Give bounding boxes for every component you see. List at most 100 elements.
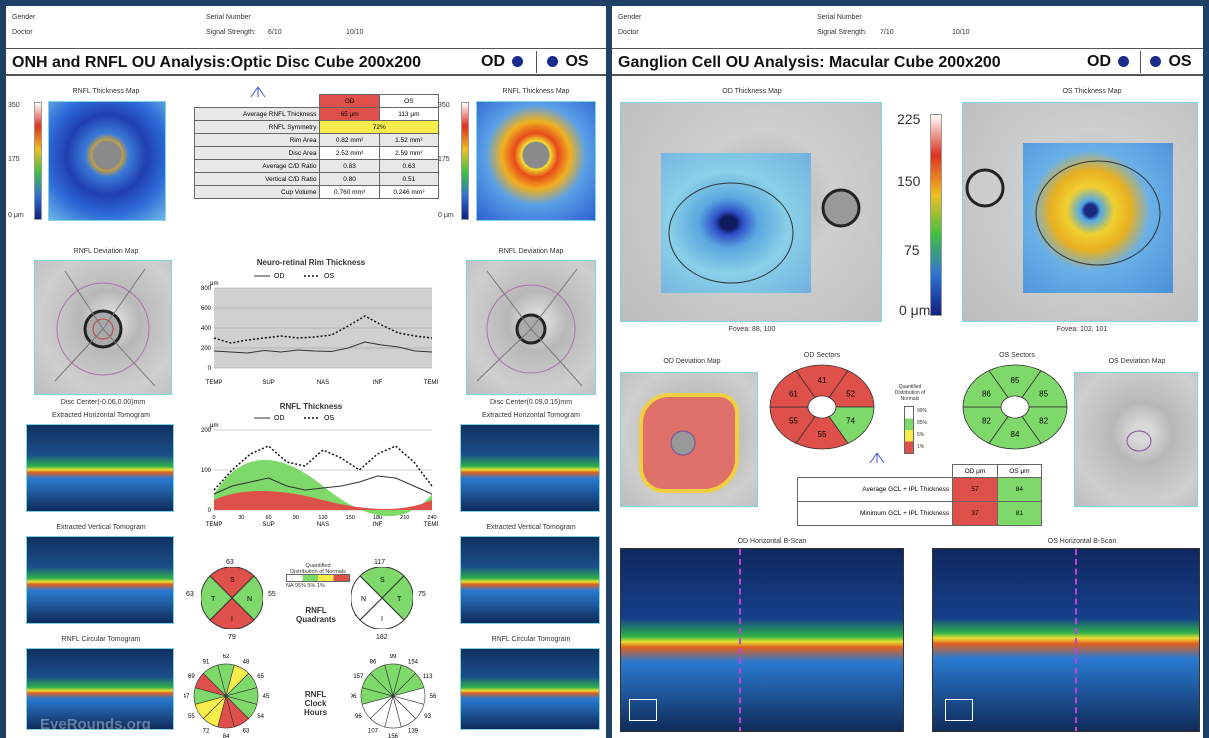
gcl-avg-label: Average GCL + IPL Thickness [796, 477, 954, 502]
r-od-eye-label: OD [1087, 53, 1132, 71]
gcl-dist-99: 99% [917, 408, 928, 414]
x-tick-label: TEMP [424, 522, 438, 528]
svg-text:N: N [247, 596, 252, 603]
left-title-bar: ONH and RNFL OU Analysis:Optic Disc Cube… [6, 48, 606, 76]
gcl-col-od: OD μm [952, 464, 998, 478]
os-gcl-deviation-map [1074, 372, 1198, 507]
os-sectors-chart: 85 85 82 84 82 86 [962, 364, 1068, 450]
scale-350: 350 [8, 102, 20, 109]
svg-text:N: N [361, 596, 366, 603]
sector-value: 74 [846, 417, 855, 426]
os-scale-175: 175 [438, 156, 450, 163]
distribution-legend-pct: NA 95% 5% 1% [286, 583, 325, 589]
x-num-label: 0 [212, 515, 215, 521]
rnfl-thickness-chart-title: RNFL Thickness [279, 402, 343, 411]
sector-segment [1021, 406, 1068, 444]
row-disc-label: Disc Area [193, 146, 321, 160]
rnfl-summary-table: OD OS Average RNFL Thickness 65 μm 113 μm R… [193, 94, 440, 199]
row-disc-os: 2.59 mm² [378, 146, 440, 160]
row-cup-od: 0.760 mm³ [319, 185, 380, 199]
sector-segment [795, 416, 849, 450]
od-horiz-tomo-label: Extracted Horizontal Tomogram [52, 412, 150, 419]
x-num-label: 180 [373, 515, 382, 521]
y-tick-label: 200 [201, 428, 212, 434]
x-tick-label: INF [373, 522, 383, 528]
os-circular-tomogram [460, 648, 600, 730]
od-vertical-tomogram [26, 536, 174, 624]
series-line-os [213, 315, 433, 344]
gcl-min-label: Minimum GCL + IPL Thickness [796, 501, 954, 526]
clock-hour-value: 65 [257, 674, 264, 680]
r-od-signal-value: 7/10 [880, 29, 894, 36]
os-rnfl-thickness-map [476, 101, 596, 221]
os-deviation-map-label: RNFL Deviation Map [498, 248, 564, 255]
clock-hour-value: 91 [203, 659, 210, 665]
x-tick-label: INF [373, 380, 383, 386]
clock-hour-value: 56 [430, 694, 437, 700]
y-tick-label: 100 [201, 468, 212, 474]
clock-sector [202, 664, 227, 698]
od-quadrant-chart: S T N I [201, 567, 263, 629]
r-signal-label: Signal Strength: [817, 29, 867, 36]
gcl-min-os: 81 [996, 501, 1043, 526]
os-bscan-label: OS Horizontal B-Scan [1047, 538, 1117, 545]
y-tick-label: 800 [201, 286, 212, 292]
x-num-label: 60 [265, 515, 271, 521]
od-rnfl-deviation-map [34, 260, 172, 395]
nrrt-chart-title: Neuro-retinal Rim Thickness [256, 258, 366, 267]
gcl-dist-5: 5% [917, 432, 925, 438]
row-avgcd-label: Average C/D Ratio [193, 159, 321, 173]
clock-hour-value: 48 [243, 659, 250, 665]
os-disc-center: Disc Center(0.09,0.15)mm [489, 399, 573, 406]
sector-segment [769, 406, 816, 444]
gcl-tri-icon [869, 452, 885, 464]
od-deviation-map-label: RNFL Deviation Map [73, 248, 139, 255]
clock-hour-value: 93 [424, 714, 431, 720]
os-rnfl-deviation-map [466, 260, 596, 395]
x-tick-label: TEMP [206, 522, 223, 528]
od-gcl-deviation-map [620, 372, 758, 507]
scale-175: 175 [8, 156, 20, 163]
tri-icon [250, 86, 266, 98]
normal-band-red [214, 491, 432, 510]
legend-od-label: OD [274, 415, 285, 422]
serial-label: Serial Number [206, 14, 251, 21]
od-rnfl-thickness-map [48, 101, 166, 221]
os-quadrant-chart: S T N I [351, 567, 413, 629]
os-scale-0: 0 μm [438, 212, 454, 219]
clock-hour-value: 62 [223, 654, 230, 660]
od-horizontal-tomogram [26, 424, 174, 512]
gcl-scale-0: 0 μm [899, 302, 931, 318]
od-colorbar [34, 102, 42, 220]
od-quad-top: 63 [226, 559, 234, 566]
x-tick-label: TEMP [424, 380, 438, 386]
od-signal-value: 6/10 [268, 29, 282, 36]
x-tick-label: NAS [317, 522, 329, 528]
sector-segment [795, 364, 849, 398]
col-od: OD [319, 94, 380, 108]
clock-hour-value: 157 [353, 674, 364, 680]
row-cup-os: 0.246 mm³ [378, 185, 440, 199]
od-bscan-label: OD Horizontal B-Scan [737, 538, 807, 545]
row-rim-label: Rim Area [193, 133, 321, 147]
x-tick-label: TEMP [206, 380, 223, 386]
left-page-title: ONH and RNFL OU Analysis:Optic Disc Cube… [12, 54, 422, 71]
sector-segment [962, 406, 1009, 444]
gcl-colorbar [930, 114, 942, 316]
clock-hour-value: 156 [388, 734, 399, 738]
sector-value: 85 [1039, 390, 1048, 399]
sector-value: 41 [818, 376, 827, 385]
sector-value: 61 [789, 390, 798, 399]
y-axis-label: μm [210, 281, 218, 287]
od-quad-bottom: 79 [228, 634, 236, 641]
r-doctor-label: Doctor [618, 29, 639, 36]
od-gcl-deviation-label: OD Deviation Map [663, 358, 721, 365]
od-quad-left: 63 [186, 591, 194, 598]
eyerounds-watermark: EyeRounds.org [40, 716, 151, 733]
rnfl-clock-hours-label: RNFL Clock Hours [304, 690, 328, 717]
clock-hour-value: 45 [263, 694, 270, 700]
distribution-legend-label: Quantified Distribution of Normals [290, 563, 346, 575]
clock-hour-value: 86 [370, 659, 377, 665]
clock-hour-value: 96 [355, 714, 362, 720]
